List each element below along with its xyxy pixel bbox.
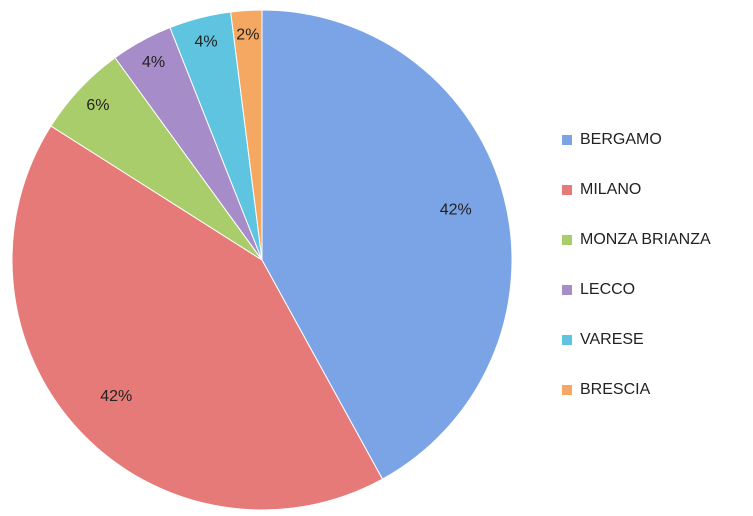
legend-label: LECCO [580,281,635,298]
legend-swatch [562,135,572,145]
data-label: 4% [194,33,217,50]
legend-swatch [562,185,572,195]
data-label: 42% [100,388,132,405]
legend-label: MILANO [580,181,641,198]
legend-swatch [562,235,572,245]
pie-slice [261,9,513,480]
data-label: 4% [142,54,165,71]
data-label: 6% [86,97,109,114]
legend-label: BRESCIA [580,381,651,398]
legend-swatch [562,335,572,345]
data-label: 2% [236,27,259,44]
pie-slice [230,9,263,261]
legend-swatch [562,285,572,295]
legend-label: VARESE [580,331,644,348]
legend-label: BERGAMO [580,131,662,148]
legend-swatch [562,385,572,395]
data-label: 42% [440,201,472,218]
pie-slice [11,125,384,511]
legend-label: MONZA BRIANZA [580,231,711,248]
